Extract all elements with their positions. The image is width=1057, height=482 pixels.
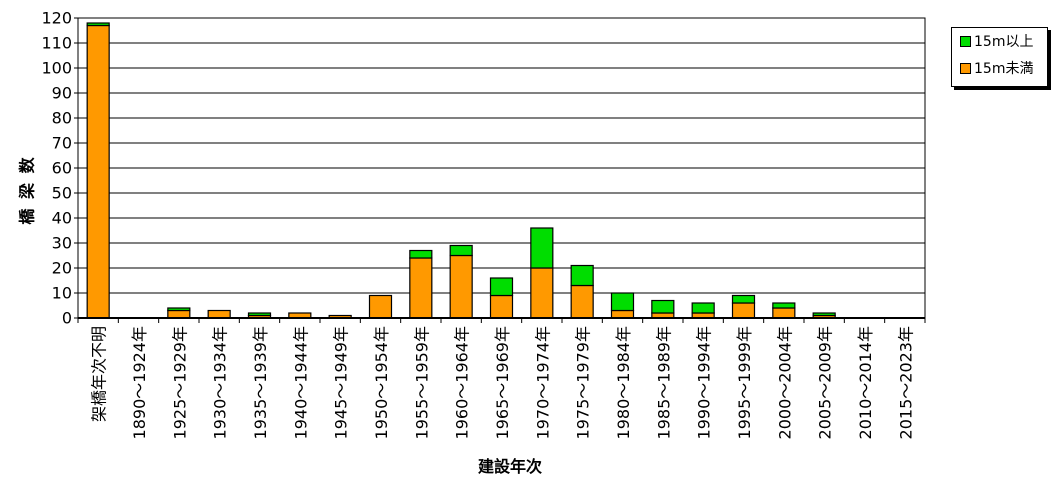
x-tick-label: 1950～1954年 (372, 326, 391, 439)
x-tick-label: 1990～1994年 (695, 326, 714, 439)
y-tick-label: 60 (52, 159, 72, 178)
bar-segment (489, 277, 514, 297)
y-tick-label: 20 (52, 259, 72, 278)
bar-segment (772, 307, 796, 319)
legend-swatch-orange (960, 62, 971, 74)
x-tick-label: 1985～1989年 (654, 326, 673, 439)
y-tick-label: 50 (52, 184, 72, 203)
bar-segment (731, 302, 756, 319)
x-tick-label: 1965～1969年 (493, 326, 512, 439)
bar-segment (610, 292, 635, 312)
bar-segment (409, 257, 433, 319)
bar-segment (167, 309, 191, 319)
bar-segment (530, 227, 554, 269)
x-tick-label: 1890～1924年 (130, 326, 149, 439)
y-tick-labels: 0 10 20 30 40 50 60 70 80 90 100 110 120 (41, 9, 72, 328)
x-tick-label: 1935～1939年 (251, 326, 270, 439)
x-tick-label: 1975～1979年 (574, 326, 593, 439)
bar-segment (86, 22, 110, 27)
y-tick-label: 40 (52, 209, 72, 228)
bar-segment (731, 294, 756, 304)
x-tick-label: 1970～1974年 (533, 326, 552, 439)
x-tick-label: 1960～1964年 (453, 326, 472, 439)
bar-segment (409, 249, 433, 259)
x-axis-label: 建設年次 (478, 457, 542, 476)
bar-segment (570, 264, 594, 287)
bar-segment (489, 294, 514, 319)
x-tick-label: 2005～2009年 (816, 326, 835, 439)
y-tick-label: 110 (41, 34, 72, 53)
bar-segment (691, 302, 715, 314)
y-tick-label: 80 (52, 109, 72, 128)
bars (86, 22, 836, 319)
x-tick-label: 2010～2014年 (856, 326, 875, 439)
bar-segment (530, 267, 554, 319)
bar-segment (449, 254, 473, 319)
x-tick-label: 2015～2023年 (896, 326, 915, 439)
x-tick-label: 1945～1949年 (332, 326, 351, 439)
x-tick-label: 2000～2004年 (775, 326, 794, 439)
gridlines (78, 17, 925, 294)
legend-item-15m-plus: 15m以上 (960, 32, 1033, 50)
y-tick-label: 10 (52, 284, 72, 303)
y-axis-label: 橋 梁 数 (18, 155, 37, 224)
x-tick-label: 1940～1944年 (291, 326, 310, 439)
bar-segment (812, 312, 836, 317)
legend: 15m以上 15m未満 (951, 27, 1048, 87)
legend-label: 15m未満 (974, 61, 1034, 77)
legend-label: 15m以上 (974, 34, 1034, 50)
bar-segment (651, 299, 675, 314)
legend-swatch-green (960, 35, 971, 47)
x-tick-labels: 架橋年次不明 1890～1924年 1925～1929年 1930～1934年 1935… (90, 326, 916, 439)
bar-segment (610, 309, 635, 319)
x-tick-label: 1980～1984年 (614, 326, 633, 439)
bar-segment (368, 294, 393, 319)
axes (74, 17, 926, 323)
y-tick-label: 120 (41, 9, 72, 28)
bar-segment (772, 302, 796, 309)
x-tick-label: 1955～1959年 (412, 326, 431, 439)
y-tick-label: 30 (52, 234, 72, 253)
x-tick-label: 1925～1929年 (170, 326, 189, 439)
x-tick-label: 1995～1999年 (735, 326, 754, 439)
bar-segment (247, 312, 272, 317)
bar-segment (167, 307, 191, 312)
bar-segment (570, 284, 594, 319)
y-tick-label: 0 (62, 309, 72, 328)
legend-item-under-15m: 15m未満 (960, 59, 1033, 77)
bar-segment (207, 309, 231, 319)
bar-segment (86, 24, 110, 319)
y-tick-label: 70 (52, 134, 72, 153)
x-tick-label: 1930～1934年 (211, 326, 230, 439)
y-tick-label: 100 (41, 59, 72, 78)
x-tick-label: 架橋年次不明 (90, 326, 109, 422)
y-tick-label: 90 (52, 84, 72, 103)
bar-segment (449, 244, 473, 257)
